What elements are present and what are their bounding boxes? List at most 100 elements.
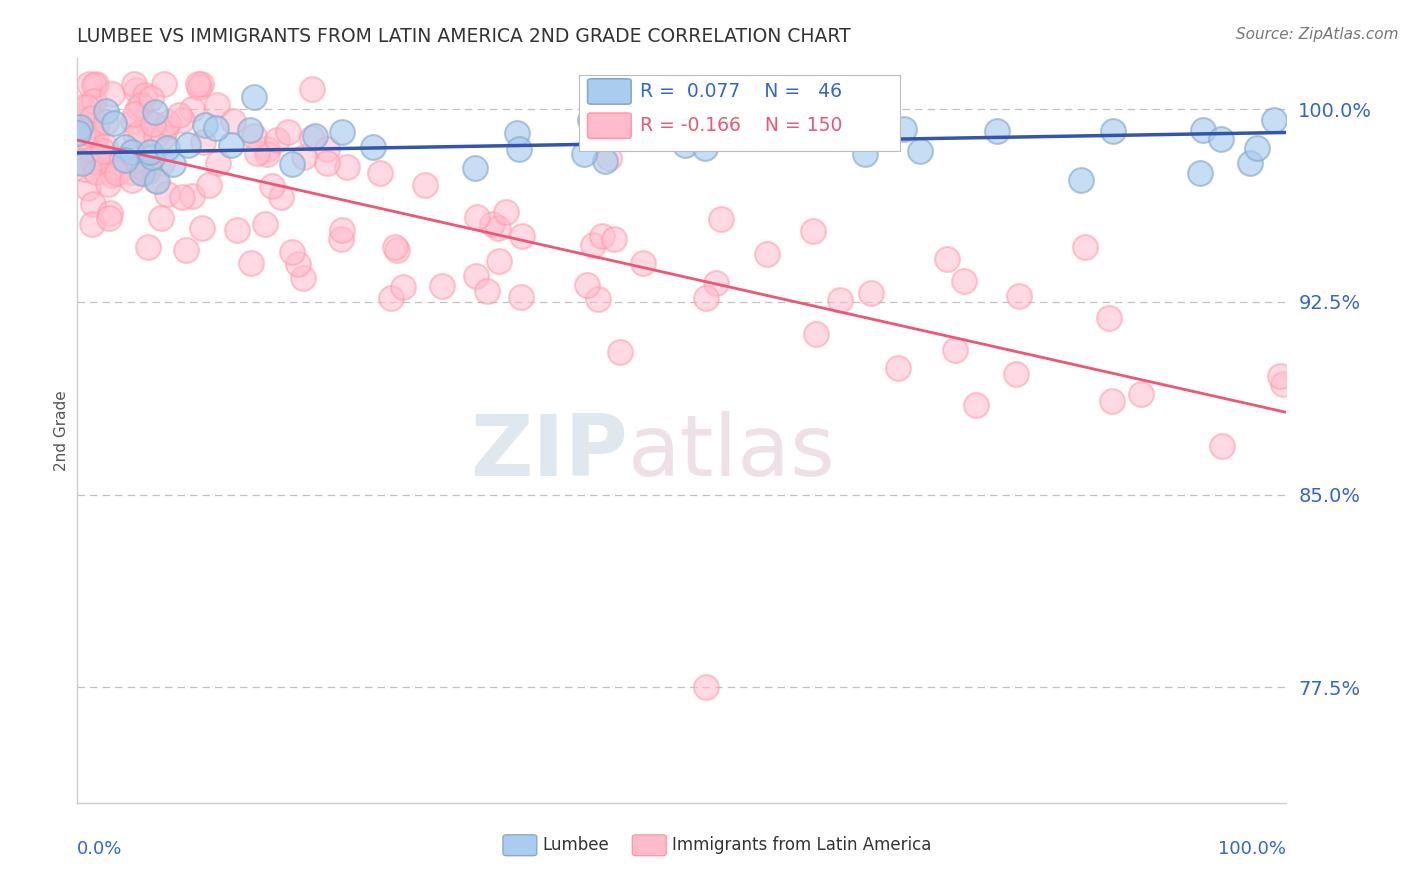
Point <box>145 105 167 120</box>
Point <box>413 178 436 192</box>
Point <box>304 128 326 143</box>
Point <box>84 165 107 179</box>
Point <box>82 111 104 125</box>
Point <box>609 345 631 359</box>
Point <box>380 291 402 305</box>
Point <box>853 146 876 161</box>
Point <box>156 141 179 155</box>
Point <box>574 146 596 161</box>
Point <box>136 114 159 128</box>
Point <box>593 154 616 169</box>
Point <box>125 153 148 167</box>
Point <box>70 100 93 114</box>
Point <box>488 254 510 268</box>
Point <box>76 181 98 195</box>
Text: Lumbee: Lumbee <box>543 837 610 855</box>
Point <box>1101 124 1123 138</box>
Point <box>69 120 91 135</box>
Point <box>97 177 120 191</box>
Point <box>191 136 214 150</box>
Point <box>72 129 94 144</box>
Point <box>801 224 824 238</box>
Point <box>329 232 352 246</box>
Point <box>1211 439 1233 453</box>
Point <box>586 293 609 307</box>
Point <box>105 166 128 180</box>
Point <box>77 77 100 91</box>
Text: ZIP: ZIP <box>470 411 627 494</box>
Point <box>124 107 146 121</box>
Point <box>172 113 194 128</box>
Point <box>143 172 166 186</box>
Point <box>368 166 391 180</box>
Point <box>152 77 174 91</box>
Point <box>181 189 204 203</box>
Point <box>80 120 103 134</box>
Point <box>908 145 931 159</box>
Point <box>82 153 104 168</box>
Point <box>432 278 454 293</box>
Point <box>239 256 262 270</box>
Point <box>602 232 624 246</box>
Point <box>508 143 530 157</box>
Point <box>464 161 486 175</box>
Point <box>98 206 121 220</box>
Point <box>243 129 266 144</box>
Text: 100.0%: 100.0% <box>1219 840 1286 858</box>
Point <box>301 130 323 145</box>
Point <box>114 140 136 154</box>
Point <box>187 79 209 94</box>
Point <box>84 130 107 145</box>
Point <box>141 150 163 164</box>
Point <box>1129 387 1152 401</box>
Point <box>207 156 229 170</box>
Point <box>94 138 117 153</box>
Point <box>579 112 602 127</box>
Point <box>131 166 153 180</box>
Point <box>142 117 165 131</box>
Point <box>315 142 337 156</box>
Point <box>181 102 204 116</box>
Point <box>190 221 212 235</box>
Point <box>509 290 531 304</box>
Point <box>292 271 315 285</box>
Point <box>146 174 169 188</box>
Point <box>287 256 309 270</box>
Point <box>384 240 406 254</box>
Point <box>150 211 173 226</box>
Point <box>221 137 243 152</box>
Point <box>129 97 152 112</box>
Point <box>83 78 105 92</box>
Text: atlas: atlas <box>627 411 835 494</box>
Point <box>277 125 299 139</box>
Point <box>1211 132 1233 146</box>
Point <box>110 152 132 166</box>
Point <box>1004 367 1026 381</box>
Point <box>361 140 384 154</box>
Point <box>167 108 190 122</box>
Point <box>510 229 533 244</box>
Point <box>1070 173 1092 187</box>
Point <box>260 178 283 193</box>
Point <box>301 82 323 96</box>
Text: Source: ZipAtlas.com: Source: ZipAtlas.com <box>1236 27 1399 42</box>
Point <box>83 95 105 109</box>
Point <box>633 256 655 270</box>
Point <box>575 278 598 293</box>
Point <box>614 112 637 126</box>
Point <box>155 121 177 136</box>
Text: R = -0.166    N = 150: R = -0.166 N = 150 <box>640 116 842 136</box>
Point <box>986 124 1008 138</box>
Point <box>315 155 337 169</box>
Point <box>243 89 266 103</box>
Point <box>125 128 148 143</box>
Point <box>83 155 105 169</box>
Point <box>256 147 278 161</box>
Point <box>953 274 976 288</box>
Text: Immigrants from Latin America: Immigrants from Latin America <box>672 837 932 855</box>
Point <box>270 190 292 204</box>
Point <box>69 153 91 168</box>
Point <box>1272 376 1295 391</box>
Point <box>582 238 605 252</box>
Point <box>190 77 212 91</box>
